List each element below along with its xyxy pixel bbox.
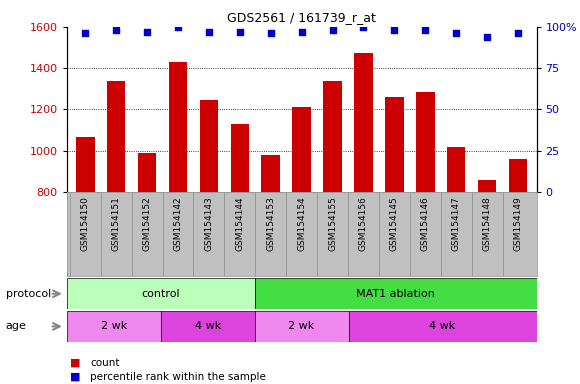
Text: GSM154150: GSM154150 [81,196,90,251]
Bar [385,97,404,192]
Bar [478,180,496,192]
Text: GSM154156: GSM154156 [359,196,368,251]
Text: GSM154155: GSM154155 [328,196,337,251]
Text: GSM154153: GSM154153 [266,196,275,251]
Text: GSM154148: GSM154148 [483,196,491,251]
Bar [161,311,255,342]
Point [420,27,430,33]
Point [266,30,276,36]
Text: GSM154154: GSM154154 [297,196,306,251]
Bar [509,159,527,192]
Text: age: age [6,321,27,331]
Bar [255,278,536,309]
Text: MAT1 ablation: MAT1 ablation [356,289,435,299]
Text: ■: ■ [70,372,80,382]
Bar [447,147,465,192]
Bar [349,311,536,342]
Point [328,27,337,33]
Text: GSM154145: GSM154145 [390,196,399,251]
Text: 4 wk: 4 wk [429,321,456,331]
Text: control: control [142,289,180,299]
Bar [354,53,373,192]
Bar [230,124,249,192]
Point [513,30,523,36]
Point [483,34,492,40]
Text: GSM154151: GSM154151 [112,196,121,251]
Text: 2 wk: 2 wk [100,321,127,331]
Bar [169,62,187,192]
Title: GDS2561 / 161739_r_at: GDS2561 / 161739_r_at [227,11,376,24]
Point [297,29,306,35]
Bar [138,153,157,192]
Text: ■: ■ [70,358,80,368]
Point [143,29,152,35]
Point [173,24,183,30]
Text: protocol: protocol [6,289,51,299]
Point [111,27,121,33]
Text: 4 wk: 4 wk [194,321,221,331]
Bar [67,311,161,342]
Text: GSM154144: GSM154144 [235,196,244,251]
Bar [67,278,255,309]
Bar [416,92,434,192]
Bar [255,311,349,342]
Bar [76,137,95,192]
Point [235,29,244,35]
Text: GSM154152: GSM154152 [143,196,151,251]
Text: percentile rank within the sample: percentile rank within the sample [90,372,266,382]
Text: count: count [90,358,119,368]
Text: GSM154149: GSM154149 [513,196,523,251]
Bar [107,81,125,192]
Text: GSM154143: GSM154143 [204,196,213,251]
Point [204,29,213,35]
Bar [200,99,218,192]
Text: GSM154142: GSM154142 [173,196,183,251]
Text: GSM154146: GSM154146 [420,196,430,251]
Point [359,24,368,30]
Bar [323,81,342,192]
Point [451,30,461,36]
Bar [292,108,311,192]
Point [390,27,399,33]
Text: 2 wk: 2 wk [288,321,315,331]
Bar [262,155,280,192]
Text: GSM154147: GSM154147 [452,196,461,251]
Point [81,30,90,36]
